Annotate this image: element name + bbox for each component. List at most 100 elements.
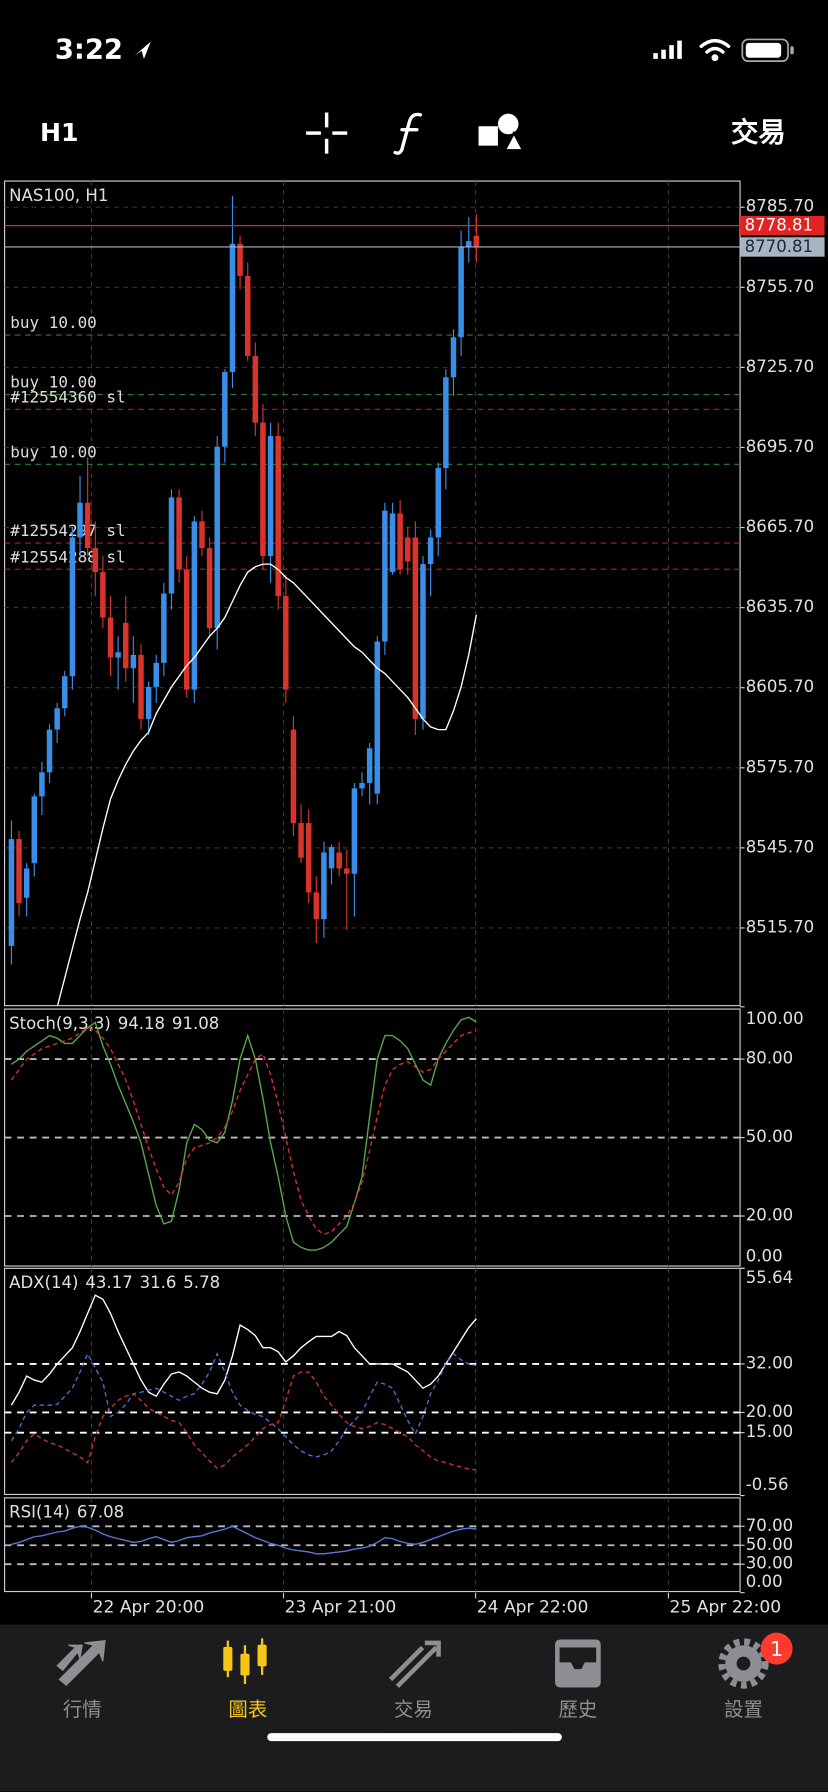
candle-body bbox=[283, 596, 289, 690]
y-tick-label: 70.00 bbox=[746, 1516, 793, 1535]
tab-label[interactable]: 歷史 bbox=[558, 1698, 597, 1721]
candle-body bbox=[168, 497, 175, 594]
candle-body bbox=[260, 422, 266, 557]
y-tick-label: 8605.70 bbox=[746, 677, 814, 696]
candle-body bbox=[69, 537, 76, 677]
tab-icon-settings[interactable] bbox=[718, 1638, 769, 1689]
y-tick-label: 20.00 bbox=[746, 1206, 793, 1225]
tab-label[interactable]: 圖表 bbox=[228, 1698, 267, 1721]
candle-body bbox=[46, 729, 53, 773]
y-tick-label: 0.00 bbox=[746, 1246, 783, 1265]
y-tick-label: 80.00 bbox=[746, 1049, 793, 1068]
y-tick-label: 8665.70 bbox=[746, 517, 814, 536]
line-series bbox=[11, 1525, 477, 1555]
candle-body bbox=[298, 823, 304, 858]
candle-body bbox=[244, 275, 251, 356]
tab-icon-quotes[interactable] bbox=[56, 1639, 106, 1686]
indicator-name: NAS100, H1 bbox=[9, 185, 108, 204]
panel-frame bbox=[3, 180, 741, 1007]
tab-label[interactable]: 設置 bbox=[724, 1698, 763, 1721]
y-tick-label: 20.00 bbox=[746, 1402, 793, 1421]
indicator-reading: 31.6 bbox=[140, 1273, 177, 1292]
candle-body bbox=[412, 537, 419, 719]
panel-title: NAS100, H1 bbox=[9, 185, 108, 204]
y-tick-label: 0.00 bbox=[746, 1572, 783, 1591]
y-tick-label: 8635.70 bbox=[746, 597, 814, 616]
y-tick-label: 50.00 bbox=[746, 1535, 793, 1554]
line-series bbox=[10, 1352, 477, 1458]
order-label: #12554297 sl bbox=[10, 521, 125, 540]
tab-bar bbox=[0, 1624, 828, 1792]
signal-icon bbox=[653, 40, 682, 59]
candle-body bbox=[107, 617, 114, 658]
x-tick-label: 22 Apr 20:00 bbox=[93, 1598, 205, 1618]
order-label: #12554288 sl bbox=[10, 547, 125, 566]
y-tick-label: 15.00 bbox=[746, 1422, 793, 1441]
candle-body bbox=[62, 676, 68, 709]
candle-body bbox=[214, 446, 220, 629]
wifi-icon bbox=[699, 38, 731, 62]
y-tick-label: 8515.70 bbox=[746, 917, 814, 936]
indicator-name: ADX(14) bbox=[9, 1273, 78, 1292]
y-tick-label: 32.00 bbox=[746, 1353, 793, 1372]
tab-label[interactable]: 行情 bbox=[63, 1698, 102, 1721]
y-tick-label: 8545.70 bbox=[746, 837, 814, 856]
indicator-button[interactable] bbox=[393, 112, 422, 155]
candle-body bbox=[366, 748, 373, 784]
candle-body bbox=[435, 468, 441, 538]
timeframe[interactable]: H1 bbox=[40, 118, 79, 147]
candle-body bbox=[77, 502, 83, 538]
candle-body bbox=[305, 823, 312, 893]
indicator-name: Stoch(9,3,3) bbox=[9, 1013, 111, 1032]
x-tick-label: 24 Apr 22:00 bbox=[477, 1598, 589, 1618]
candle-body bbox=[382, 510, 388, 642]
tab-icon-chart[interactable] bbox=[223, 1638, 267, 1685]
crosshair-button[interactable] bbox=[306, 112, 348, 154]
y-tick-label: 8695.70 bbox=[746, 437, 814, 456]
line-series bbox=[10, 1371, 477, 1471]
line-series bbox=[10, 1026, 477, 1236]
price-box bbox=[740, 215, 825, 236]
tab-icon-trade[interactable] bbox=[388, 1640, 441, 1688]
tab-icon-history[interactable] bbox=[555, 1639, 601, 1688]
candle-body bbox=[23, 868, 30, 898]
panel-frame bbox=[3, 1267, 741, 1496]
status-time: 3:22 bbox=[55, 34, 123, 65]
candle-body bbox=[206, 548, 213, 629]
line-series bbox=[56, 563, 478, 1006]
candle-body bbox=[389, 513, 396, 573]
battery-icon bbox=[741, 38, 794, 63]
y-tick-label: -0.56 bbox=[746, 1475, 789, 1494]
candle-body bbox=[183, 569, 190, 690]
objects-button[interactable] bbox=[478, 113, 525, 152]
candle-body bbox=[359, 783, 365, 789]
candle-body bbox=[427, 537, 434, 565]
indicator-reading: 67.08 bbox=[77, 1502, 124, 1521]
price-box-label: 8778.81 bbox=[745, 216, 813, 235]
order-label: #12554360 sl bbox=[10, 387, 125, 406]
candle-body bbox=[153, 662, 159, 687]
candle-body bbox=[465, 241, 472, 247]
candle-body bbox=[8, 839, 15, 946]
y-tick-label: 8785.70 bbox=[746, 197, 814, 216]
badge bbox=[760, 1632, 793, 1665]
indicator-name: RSI(14) bbox=[9, 1502, 70, 1521]
tab-label[interactable]: 交易 bbox=[394, 1698, 433, 1721]
y-tick-label: 8725.70 bbox=[746, 357, 814, 376]
candle-body bbox=[199, 521, 205, 549]
trade-button[interactable]: 交易 bbox=[731, 117, 786, 149]
candle-body bbox=[275, 435, 281, 597]
y-tick-label: 55.64 bbox=[746, 1268, 793, 1287]
y-tick-label: 30.00 bbox=[746, 1554, 793, 1573]
candle-body bbox=[405, 537, 411, 562]
panel-title: Stoch(9,3,3) 94.18 91.08 bbox=[9, 1013, 219, 1032]
candle-body bbox=[313, 892, 320, 920]
order-label: buy 10.00 bbox=[10, 442, 97, 461]
y-tick-label: 100.00 bbox=[746, 1009, 804, 1028]
candle-body bbox=[130, 654, 137, 669]
candle-body bbox=[450, 337, 457, 378]
x-tick-label: 23 Apr 21:00 bbox=[285, 1598, 397, 1618]
y-tick-label: 50.00 bbox=[746, 1127, 793, 1146]
order-label: buy 10.00 bbox=[10, 313, 97, 332]
